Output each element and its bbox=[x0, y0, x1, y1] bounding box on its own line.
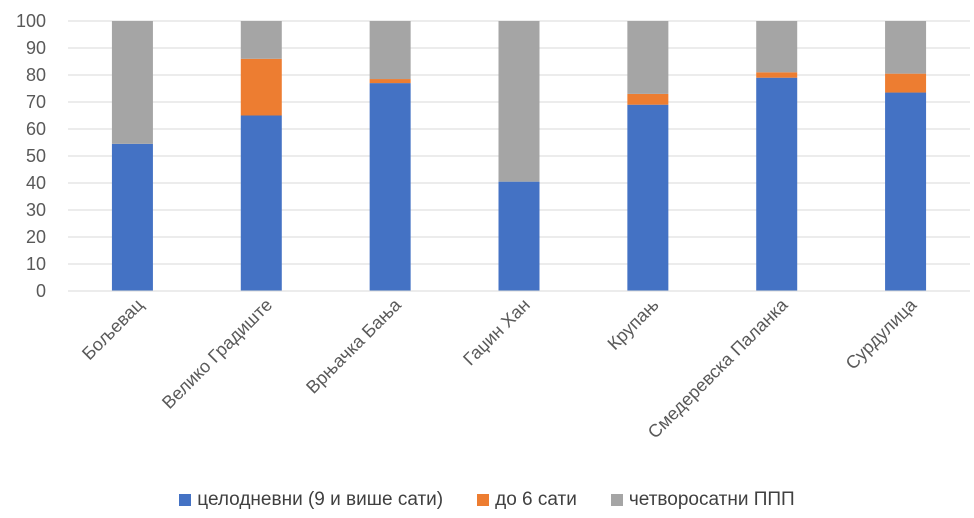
y-tick-label: 60 bbox=[26, 119, 46, 139]
legend-label: целодневни (9 и више сати) bbox=[197, 489, 444, 510]
bar-segment-0 bbox=[111, 143, 153, 291]
bar-segment-1 bbox=[756, 72, 798, 78]
bar-segment-2 bbox=[240, 21, 282, 59]
bar-segment-0 bbox=[369, 83, 411, 291]
y-tick-label: 20 bbox=[26, 227, 46, 247]
y-tick-label: 10 bbox=[26, 254, 46, 274]
bar-segment-1 bbox=[240, 58, 282, 116]
bar-segment-2 bbox=[627, 21, 669, 94]
x-category-label: Велико Градиште bbox=[158, 295, 276, 413]
bar-segment-0 bbox=[885, 92, 927, 291]
y-tick-label: 40 bbox=[26, 173, 46, 193]
bar-segment-2 bbox=[111, 21, 153, 144]
legend-label: до 6 сати bbox=[495, 489, 577, 510]
legend-swatch bbox=[477, 494, 490, 506]
bars bbox=[111, 21, 927, 291]
x-category-label: Врњачка Бања bbox=[302, 294, 405, 397]
x-category-label: Крупањ bbox=[604, 295, 663, 354]
bar-segment-0 bbox=[627, 104, 669, 291]
bar-segment-1 bbox=[627, 93, 669, 105]
bar-segment-1 bbox=[885, 73, 927, 93]
bar-segment-0 bbox=[498, 181, 540, 291]
legend-label: четворосатни ППП bbox=[628, 489, 795, 510]
x-axis-labels: Бољевац Велико Градиште Врњачка Бања Гаџин … bbox=[78, 294, 921, 442]
y-tick-label: 30 bbox=[26, 200, 46, 220]
x-category-label: Гаџин Хан bbox=[459, 295, 534, 370]
bar-segment-0 bbox=[240, 115, 282, 291]
bar-segment-2 bbox=[498, 21, 540, 182]
legend-swatch bbox=[610, 494, 623, 506]
legend-item-up-to-6h: до 6 сати bbox=[477, 489, 577, 511]
x-category-label: Смедеревска Паланка bbox=[644, 294, 792, 442]
y-tick-label: 50 bbox=[26, 146, 46, 166]
y-tick-label: 100 bbox=[16, 11, 46, 31]
bar-segment-2 bbox=[885, 21, 927, 74]
legend-swatch bbox=[179, 494, 192, 506]
bar-segment-0 bbox=[756, 77, 798, 291]
legend-item-full-day: целодневни (9 и више сати) bbox=[179, 489, 443, 511]
y-axis-ticks: 0 10 20 30 40 50 60 70 80 90 100 bbox=[16, 11, 46, 301]
bar-segment-2 bbox=[756, 21, 798, 73]
y-tick-label: 80 bbox=[26, 65, 46, 85]
legend: целодневни (9 и више сати) до 6 сати чет… bbox=[0, 486, 974, 514]
y-tick-label: 90 bbox=[26, 38, 46, 58]
bar-segment-2 bbox=[369, 21, 411, 80]
x-category-label: Сурдулица bbox=[842, 294, 921, 373]
y-tick-label: 70 bbox=[26, 92, 46, 112]
legend-item-four-hour: четворосатни ППП bbox=[610, 489, 795, 511]
bar-segment-1 bbox=[369, 79, 411, 84]
y-tick-label: 0 bbox=[36, 281, 46, 301]
x-category-label: Бољевац bbox=[78, 295, 147, 364]
